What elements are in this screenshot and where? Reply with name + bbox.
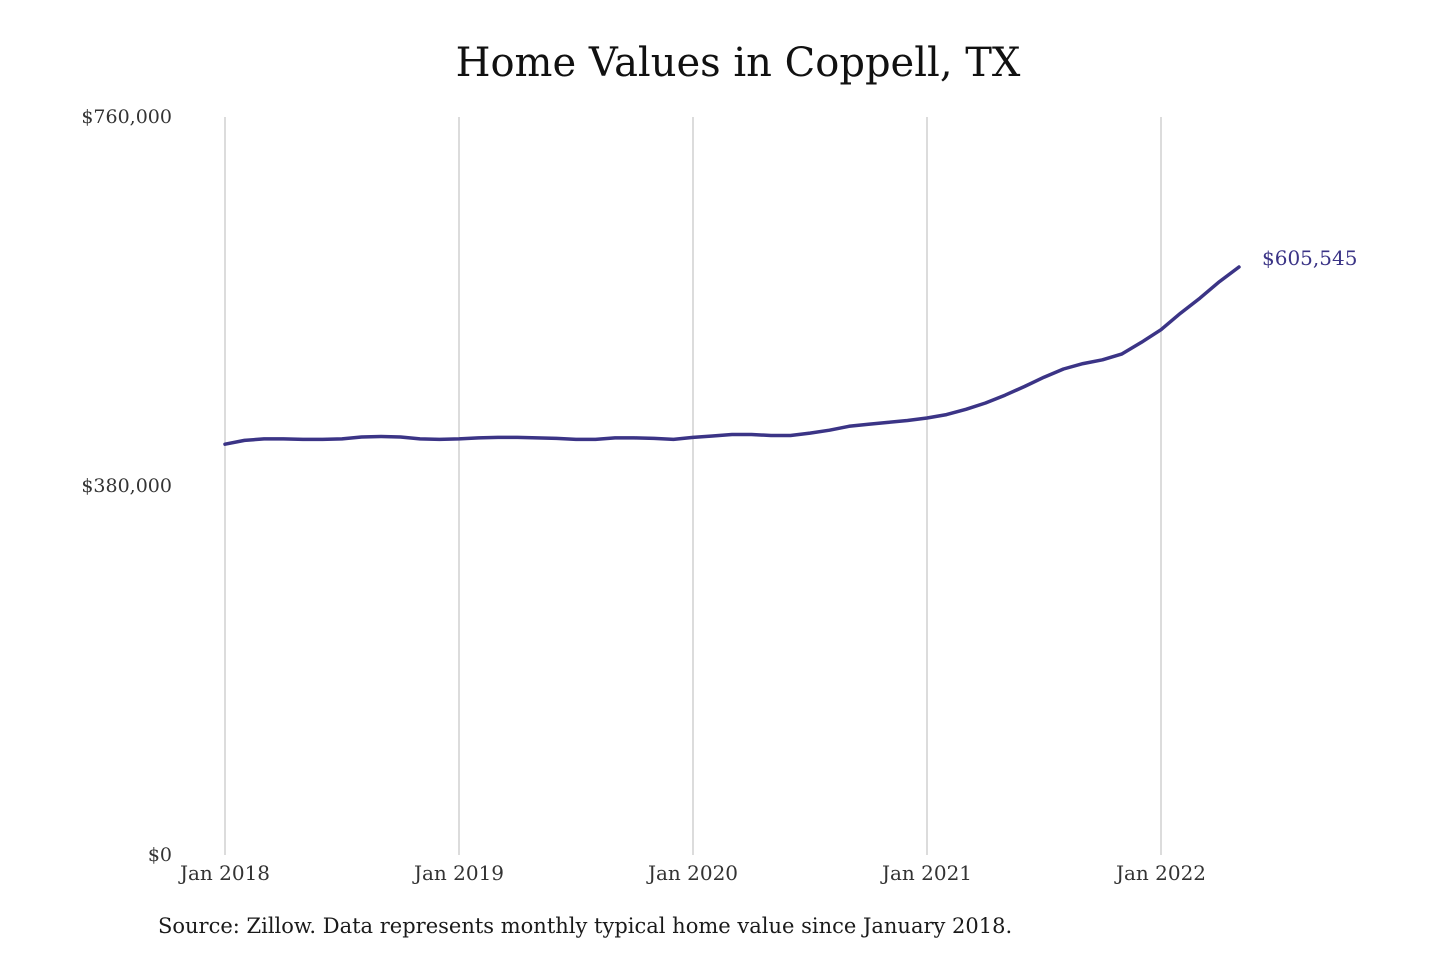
y-axis-ticks: $0 $380,000 $760,000 [81, 106, 172, 866]
chart-title: Home Values in Coppell, TX [455, 40, 1021, 86]
series-layer [223, 265, 1241, 446]
source-note: Source: Zillow. Data represents monthly … [158, 914, 1013, 938]
grid-lines [224, 117, 1162, 855]
end-value-label: $605,545 [1262, 246, 1357, 270]
x-tick-label: Jan 2022 [1114, 861, 1206, 885]
y-tick-label: $760,000 [81, 106, 172, 128]
x-axis-ticks: Jan 2018 Jan 2019 Jan 2020 Jan 2021 Jan 2022 [178, 861, 1206, 885]
series-line [223, 265, 1241, 446]
annotation-layer: $605,545 [1262, 246, 1357, 270]
y-tick-label: $0 [148, 844, 172, 866]
x-tick-label: Jan 2018 [178, 861, 270, 885]
x-tick-label: Jan 2021 [880, 861, 972, 885]
x-tick-label: Jan 2019 [412, 861, 504, 885]
x-tick-label: Jan 2020 [646, 861, 738, 885]
y-tick-label: $380,000 [81, 475, 172, 497]
